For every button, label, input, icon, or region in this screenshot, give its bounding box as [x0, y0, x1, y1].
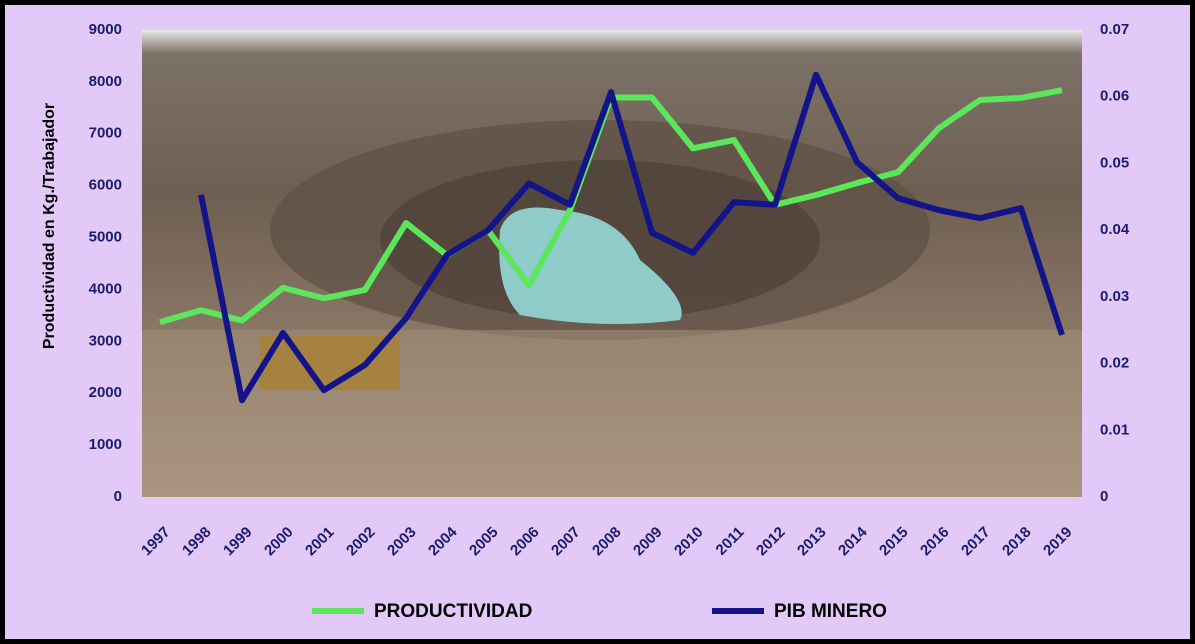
y-tick-label: 7000 [89, 125, 122, 142]
y-tick-label: 5000 [89, 229, 122, 246]
y2-tick-label: 0 [1100, 488, 1108, 505]
y-tick-label: 3000 [89, 332, 122, 349]
y-tick-label: 6000 [89, 177, 122, 194]
y-tick-label: 2000 [89, 384, 122, 401]
y2-tick-label: 0.07 [1100, 21, 1129, 38]
y-tick-label: 8000 [89, 73, 122, 90]
y-tick-label: 0 [114, 488, 122, 505]
y2-tick-label: 0.02 [1100, 355, 1129, 372]
y2-tick-label: 0.05 [1100, 154, 1129, 171]
y-tick-label: 4000 [89, 280, 122, 297]
y2-tick-label: 0.03 [1100, 288, 1129, 305]
legend-label: PIB MINERO [774, 601, 887, 622]
y-axis-label: Productividad en Kg./Trabajador [41, 103, 58, 349]
photo [142, 30, 1082, 497]
y-tick-label: 1000 [89, 436, 122, 453]
y2-tick-label: 0.01 [1100, 421, 1129, 438]
legend-label: PRODUCTIVIDAD [374, 601, 532, 622]
series-line [198, 71, 1065, 404]
y-tick-label: 9000 [89, 21, 122, 38]
y2-tick-label: 0.04 [1100, 221, 1130, 238]
y2-tick-label: 0.06 [1100, 88, 1129, 105]
